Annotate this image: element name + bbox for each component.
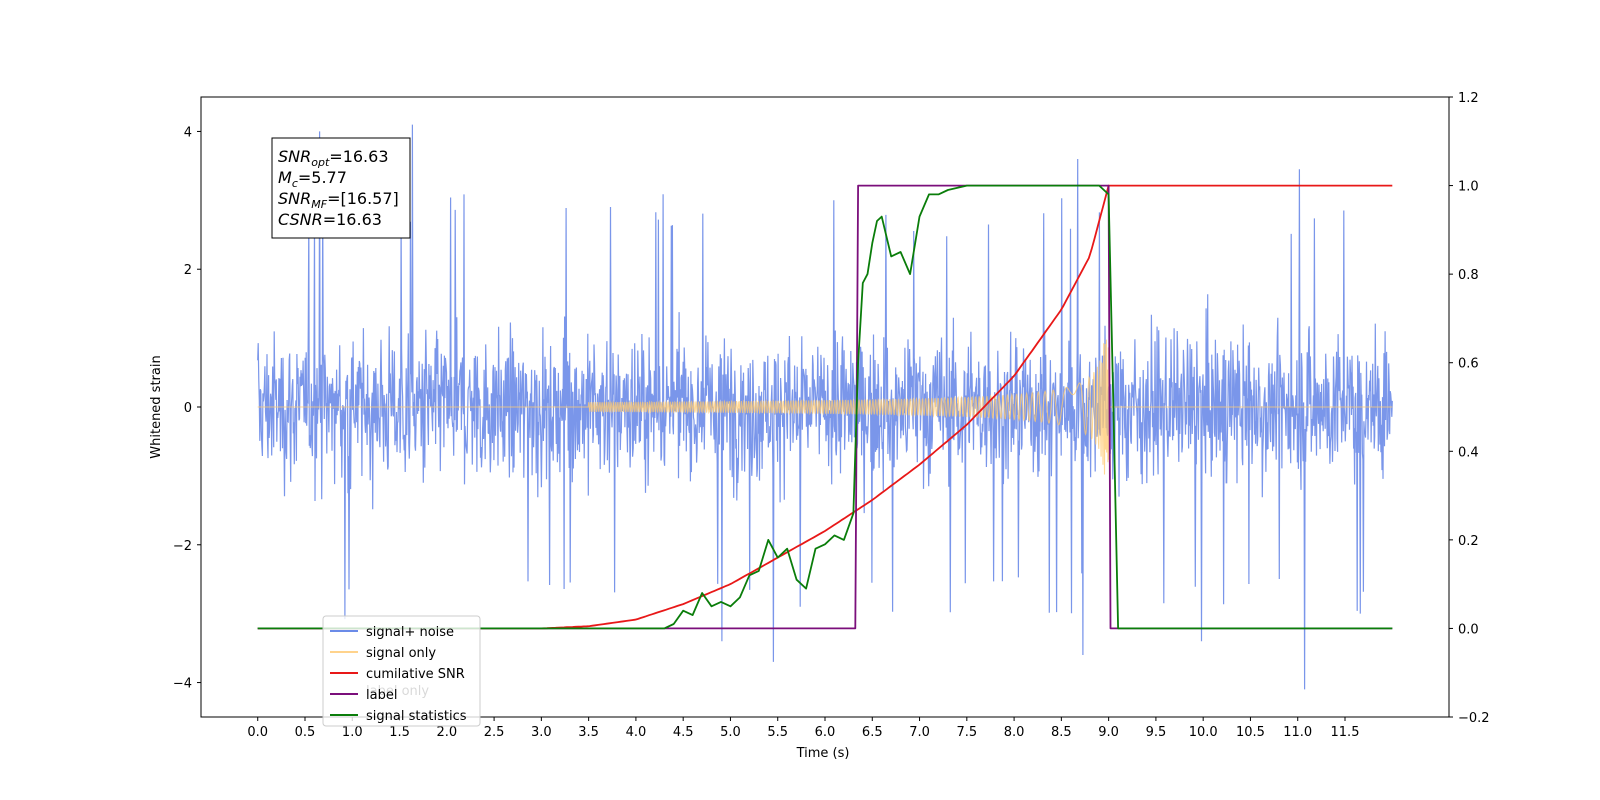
info-line: Mc=5.77 (278, 168, 347, 190)
info-line-variable: M (278, 168, 292, 187)
info-line: SNRopt=16.63 (278, 147, 389, 169)
legend-label: signal only (366, 646, 436, 661)
info-box-frame (271, 137, 411, 239)
x-tick-label: 4.0 (626, 725, 647, 740)
y-right-tick-label: 1.0 (1458, 180, 1479, 195)
x-tick-label: 6.0 (815, 725, 836, 740)
y-right-tick-label: 0.6 (1458, 357, 1479, 372)
info-line: CSNR=16.63 (278, 210, 382, 229)
x-tick-label: 3.0 (531, 725, 552, 740)
y-right-tick-label: 0.4 (1458, 445, 1479, 460)
legend-overlap-text: label only (366, 684, 429, 699)
y-right-tick-label: 0.0 (1458, 622, 1479, 637)
x-axis: 0.0 0.5 1.0 1.5 2.0 2.5 3.0 3.5 4.0 4.5 5.0 5.5 6.0 6… (247, 717, 1359, 740)
legend-label: signal+ noise (366, 625, 454, 640)
y-axis-right: 1.2 1.0 0.8 0.6 0.4 0.2 0.0 −0.2 (1449, 91, 1490, 726)
x-tick-label: 2.5 (484, 725, 505, 740)
y-left-tick-label: 0 (184, 401, 192, 416)
info-line-variable: SNR (278, 189, 311, 208)
y-left-tick-label: −4 (173, 677, 192, 692)
x-tick-label: 7.0 (909, 725, 930, 740)
y-axis-left: 4 2 0 −2 −4 (173, 125, 201, 692)
x-tick-label: 5.0 (720, 725, 741, 740)
legend-label: cumilative SNR (366, 667, 465, 682)
info-line-subscript: c (292, 177, 298, 190)
x-tick-label: 6.5 (862, 725, 883, 740)
y-left-tick-label: 4 (184, 125, 192, 140)
x-tick-label: 3.5 (578, 725, 599, 740)
x-tick-label: 1.5 (389, 725, 410, 740)
legend: signal+ noise signal only cumilative SNR la… (322, 615, 481, 727)
legend-label: label (366, 688, 397, 703)
info-line-value: =[16.57] (327, 189, 399, 208)
legend-frame (322, 615, 481, 727)
x-tick-label: 11.0 (1283, 725, 1312, 740)
info-line-variable: SNR (278, 147, 311, 166)
y-left-tick-label: 2 (184, 263, 192, 278)
info-line: SNRMF=[16.57] (278, 189, 399, 211)
info-line-subscript: opt (311, 156, 330, 169)
series-signal-only (257, 339, 1393, 475)
x-tick-label: 9.5 (1146, 725, 1167, 740)
x-tick-label: 2.0 (436, 725, 457, 740)
x-axis-label: Time (s) (796, 746, 850, 761)
x-tick-label: 4.5 (673, 725, 694, 740)
y-right-tick-label: 1.2 (1458, 91, 1479, 106)
legend-label: signal statistics (366, 709, 467, 724)
y-axis-label: Whitened strain (149, 355, 164, 458)
x-tick-label: 7.5 (956, 725, 977, 740)
info-line-subscript: MF (311, 198, 327, 211)
x-tick-label: 1.0 (342, 725, 363, 740)
x-tick-label: 0.5 (295, 725, 316, 740)
y-left-tick-label: −2 (173, 539, 192, 554)
x-tick-label: 10.5 (1236, 725, 1265, 740)
info-line-value: =16.63 (323, 210, 382, 229)
info-line-value: =16.63 (329, 147, 388, 166)
y-right-tick-label: −0.2 (1458, 711, 1490, 726)
y-right-tick-label: 0.8 (1458, 268, 1479, 283)
info-line-variable: CSNR (278, 210, 323, 229)
info-box: SNRopt=16.63Mc=5.77SNRMF=[16.57]CSNR=16.… (271, 137, 411, 239)
x-tick-label: 11.5 (1331, 725, 1360, 740)
y-right-tick-label: 0.2 (1458, 534, 1479, 549)
x-tick-label: 0.0 (247, 725, 268, 740)
x-tick-label: 8.5 (1051, 725, 1072, 740)
series-signal-statistics (257, 184, 1393, 630)
x-tick-label: 9.0 (1098, 725, 1119, 740)
x-tick-label: 5.5 (767, 725, 788, 740)
x-tick-label: 10.0 (1189, 725, 1218, 740)
info-line-value: =5.77 (298, 168, 347, 187)
x-tick-label: 8.0 (1004, 725, 1025, 740)
